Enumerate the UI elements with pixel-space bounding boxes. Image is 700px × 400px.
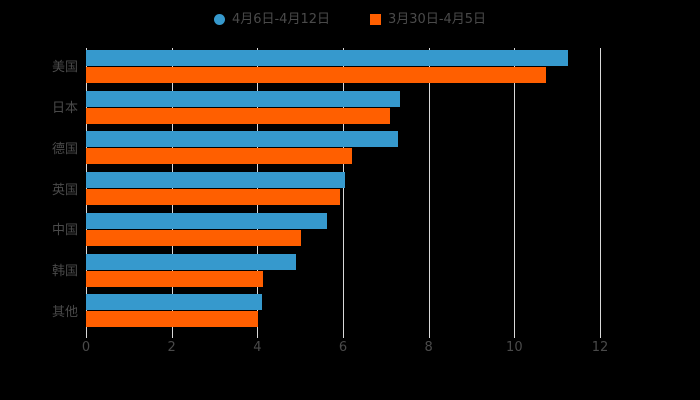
legend-swatch-circle-icon — [213, 13, 225, 25]
gridline — [343, 48, 344, 333]
x-axis-tick — [600, 333, 601, 338]
y-axis-label: 英国 — [51, 182, 78, 198]
bar-group — [86, 252, 600, 293]
bar-series-0[interactable] — [86, 172, 346, 189]
y-axis-label: 美国 — [51, 60, 78, 76]
bar-series-0[interactable] — [86, 50, 568, 66]
y-axis-labels: 美国日本德国英国中国韩国其他 — [0, 48, 78, 333]
bar-series-1[interactable] — [86, 67, 547, 83]
legend-label-series-1: 3月30日-4月5日 — [388, 11, 487, 27]
bar-group — [86, 292, 600, 333]
legend-swatch-square-icon — [370, 13, 381, 25]
chart-legend: 4月6日-4月12日 3月30日-4月5日 — [0, 8, 700, 30]
bar-group — [86, 48, 600, 89]
bar-group — [86, 211, 600, 252]
x-axis-tick-label: 8 — [424, 340, 433, 355]
x-axis-tick-label: 2 — [167, 340, 176, 355]
x-axis-tick — [343, 333, 344, 338]
x-axis-tick — [86, 333, 87, 338]
bar-series-0[interactable] — [86, 131, 398, 148]
x-axis-tick-label: 12 — [591, 340, 609, 355]
bar-series-0[interactable] — [86, 90, 400, 107]
legend-label-series-0: 4月6日-4月12日 — [231, 11, 330, 27]
y-axis-label: 德国 — [51, 141, 78, 157]
x-axis-tick — [428, 333, 430, 338]
y-axis-label: 日本 — [51, 101, 78, 117]
y-axis-label: 中国 — [51, 223, 78, 239]
y-axis-label: 其他 — [51, 304, 78, 320]
x-axis-tick — [257, 333, 259, 338]
x-axis-tick-label: 0 — [81, 340, 91, 355]
legend-item-series-0[interactable]: 4月6日-4月12日 — [213, 11, 330, 27]
gridline — [514, 48, 516, 333]
bar-group — [86, 129, 600, 170]
bar-series-1[interactable] — [86, 107, 391, 124]
bar-group — [86, 89, 600, 130]
legend-item-series-1[interactable]: 3月30日-4月5日 — [370, 13, 486, 26]
x-axis-tick-label: 4 — [253, 340, 262, 355]
bar-series-0[interactable] — [86, 253, 296, 270]
bar-series-0[interactable] — [86, 212, 328, 229]
bar-series-1[interactable] — [86, 189, 340, 206]
bar-series-1[interactable] — [86, 148, 352, 165]
bar-series-1[interactable] — [86, 311, 259, 328]
x-axis-tick — [514, 333, 516, 338]
bar-series-1[interactable] — [86, 270, 263, 287]
plot-area — [86, 48, 601, 333]
bar-series-1[interactable] — [86, 229, 302, 246]
y-axis-label: 韩国 — [51, 263, 78, 279]
gridline — [428, 48, 430, 333]
x-axis: 0 2 4 6 8 10 12 — [82, 333, 608, 363]
x-axis-tick-label: 6 — [338, 340, 348, 355]
bar-series-0[interactable] — [86, 294, 263, 311]
x-axis-tick — [171, 333, 173, 338]
bar-group — [86, 170, 600, 211]
x-axis-tick-label: 10 — [506, 340, 523, 355]
gridline — [600, 48, 601, 333]
